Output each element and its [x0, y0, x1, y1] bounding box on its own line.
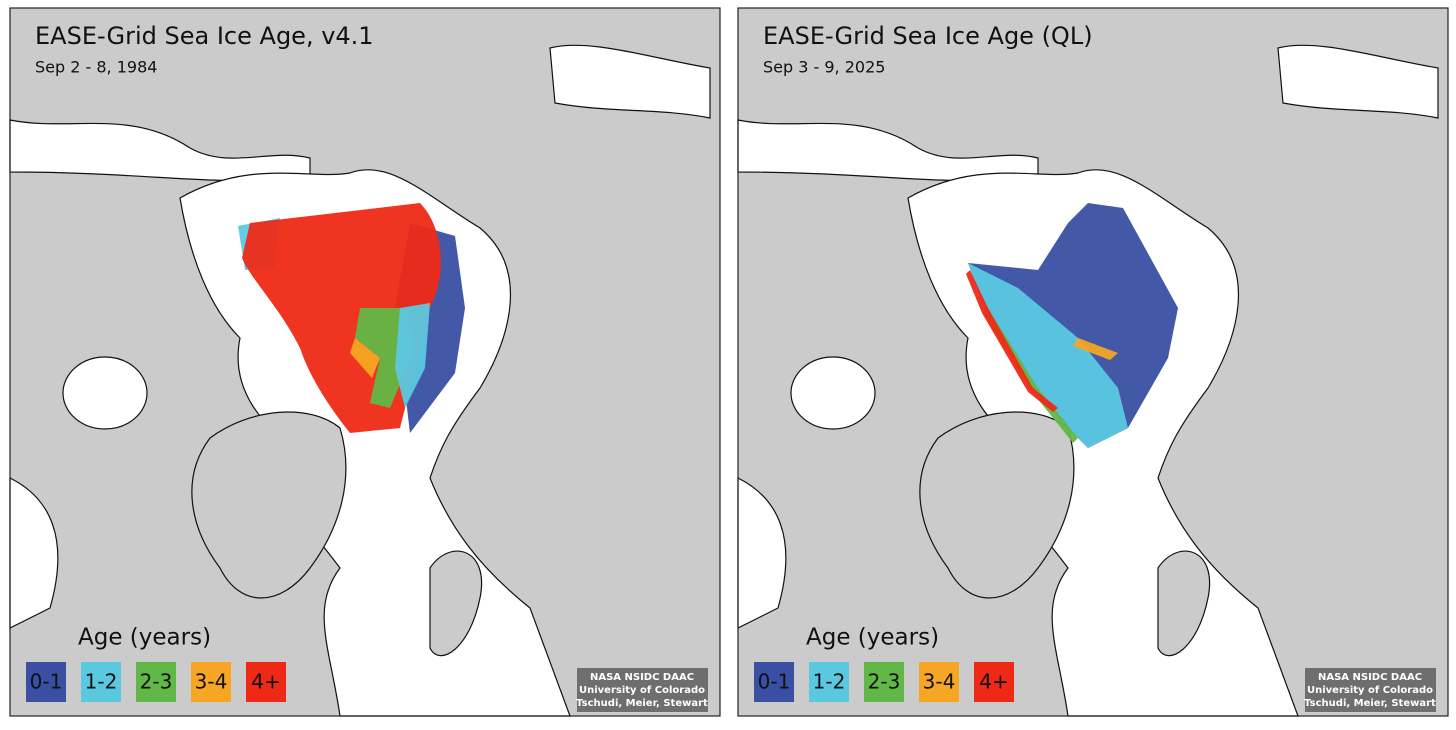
legend-swatch [81, 662, 121, 702]
sea-ice [968, 203, 1178, 448]
legend-swatch [754, 662, 794, 702]
map-subtitle: Sep 3 - 9, 2025 [763, 58, 885, 77]
legend-label: 2-3 [868, 670, 901, 694]
legend-label: 3-4 [195, 670, 228, 694]
map-panel: EASE-Grid Sea Ice Age (QL) Sep 3 - 9, 202… [737, 7, 1449, 717]
legend-swatch [191, 662, 231, 702]
sea-ice [1073, 338, 1118, 360]
legend-label: 4+ [251, 670, 280, 694]
legend-title: Age (years) [806, 625, 939, 651]
legend-label: 0-1 [30, 670, 63, 694]
legend-label: 0-1 [758, 670, 791, 694]
legend-swatch [974, 662, 1014, 702]
legend-label: 2-3 [140, 670, 173, 694]
legend-label: 3-4 [923, 670, 956, 694]
sea-ice [350, 338, 380, 378]
panel-border [9, 7, 721, 717]
legend-label: 1-2 [85, 670, 118, 694]
legend-swatch [864, 662, 904, 702]
credit-line: Tschudi, Meier, Stewart [576, 698, 708, 709]
credit-box [1305, 668, 1436, 712]
map-panel: EASE-Grid Sea Ice Age, v4.1 Sep 2 - 8, 19… [9, 7, 721, 717]
credit-line: NASA NSIDC DAAC [590, 672, 694, 683]
credit-line: Tschudi, Meier, Stewart [1304, 698, 1436, 709]
map-subtitle: Sep 2 - 8, 1984 [35, 58, 157, 77]
sea-ice [968, 263, 1128, 448]
legend-swatch [136, 662, 176, 702]
map-title: EASE-Grid Sea Ice Age, v4.1 [35, 22, 374, 50]
legend-label: 4+ [979, 670, 1008, 694]
legend-label: 1-2 [813, 670, 846, 694]
legend-swatch [809, 662, 849, 702]
legend-swatch [26, 662, 66, 702]
panel-border [737, 7, 1449, 717]
legend-swatch [246, 662, 286, 702]
credit-line: NASA NSIDC DAAC [1318, 672, 1422, 683]
credit-line: University of Colorado [579, 685, 705, 696]
credit-box [577, 668, 708, 712]
credit-line: University of Colorado [1307, 685, 1433, 696]
sea-ice [966, 270, 1058, 412]
sea-ice [395, 303, 430, 408]
legend-swatch [919, 662, 959, 702]
legend-title: Age (years) [78, 625, 211, 651]
map-title: EASE-Grid Sea Ice Age (QL) [763, 22, 1093, 50]
